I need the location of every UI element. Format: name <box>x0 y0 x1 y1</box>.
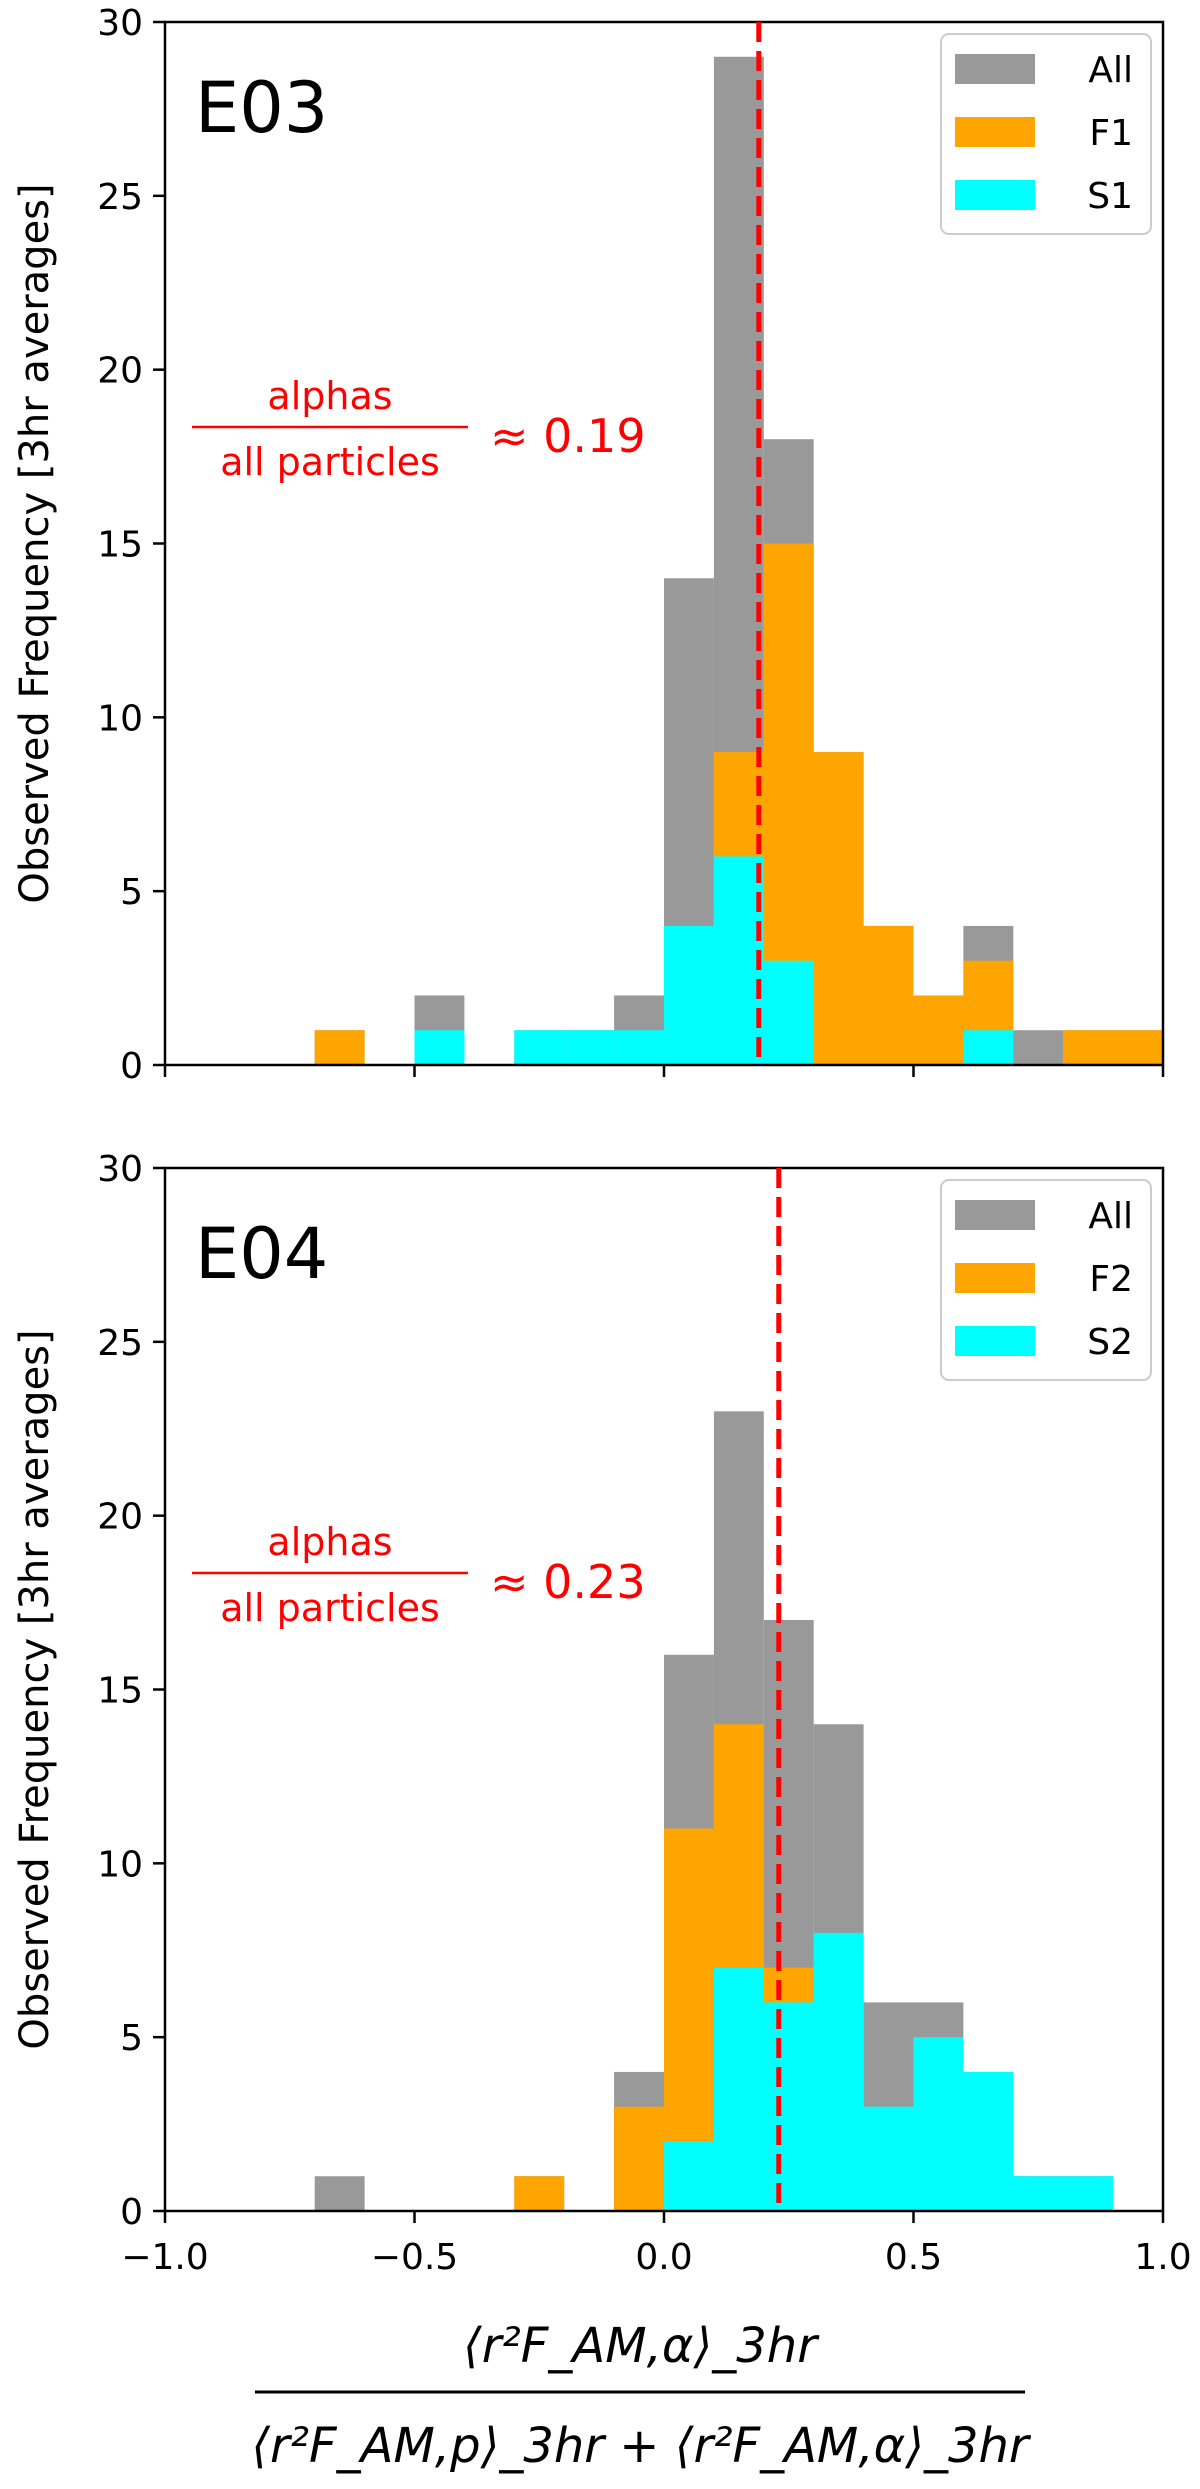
bar-s2-3 <box>664 2141 714 2211</box>
y-tick-label: 25 <box>97 1323 143 1364</box>
series-s1 <box>414 856 1014 1065</box>
x-axis-label-numerator: ⟨r²F_AM,α⟩_3hr <box>463 2318 820 2374</box>
y-tick-label: 30 <box>97 3 143 44</box>
legend-label-all: All <box>1088 1196 1133 1237</box>
bar-s1-1 <box>414 1030 465 1065</box>
x-tick-label: −1.0 <box>121 2237 208 2278</box>
bar-f2-1 <box>514 2176 565 2211</box>
legend-label-s1: S1 <box>1087 176 1133 217</box>
bar-s2-9 <box>963 2071 1014 2211</box>
y-tick-label: 15 <box>97 525 143 566</box>
y-tick-label: 0 <box>120 1046 143 1087</box>
annotation-denominator: all particles <box>220 440 440 484</box>
bar-all-12 <box>1013 1030 1064 1065</box>
annotation-denominator: all particles <box>220 1586 440 1630</box>
y-tick-label: 5 <box>120 2018 143 2059</box>
x-axis-label-denominator: ⟨r²F_AM,p⟩_3hr + ⟨r²F_AM,α⟩_3hr <box>251 2418 1032 2474</box>
bar-s1-2 <box>514 1030 565 1065</box>
bar-f1-0 <box>314 1030 365 1065</box>
y-tick-label: 15 <box>97 1671 143 1712</box>
ratio-annotation: alphas all particles ≈ 0.23 <box>192 1520 646 1630</box>
legend-swatch-f2 <box>955 1263 1035 1293</box>
panel-label: E04 <box>195 1213 328 1295</box>
annotation-numerator: alphas <box>267 1520 392 1564</box>
bar-f1-13 <box>1063 1030 1114 1065</box>
bar-s2-10 <box>1013 2176 1064 2211</box>
bar-f1-10 <box>913 995 964 1065</box>
bar-s2-7 <box>863 2106 914 2211</box>
panel-e03: 0 5 10 15 20 25 30 Observed Frequency [3hr aver… <box>12 3 1165 1087</box>
legend-swatch-f1 <box>955 117 1035 147</box>
bar-s1-11 <box>963 1030 1014 1065</box>
x-tick-label: −0.5 <box>371 2237 458 2278</box>
bar-s2-8 <box>913 2037 964 2211</box>
bar-all-0 <box>314 2176 365 2211</box>
bar-f2-2 <box>614 2106 664 2211</box>
panel-e04: 0 5 10 15 20 25 30 −1.0 −0.5 0.0 0.5 1.0 Observed Fr… <box>12 1149 1192 2278</box>
y-axis-label: Observed Frequency [3hr averages] <box>12 183 58 903</box>
y-tick-label: 5 <box>120 872 143 913</box>
annotation-value: ≈ 0.19 <box>490 409 646 463</box>
legend-swatch-s2 <box>955 1326 1035 1356</box>
bar-f1-9 <box>863 925 914 1065</box>
x-tick-label: 1.0 <box>1134 2237 1191 2278</box>
bar-s1-3 <box>564 1030 615 1065</box>
y-tick-label: 30 <box>97 1149 143 1190</box>
legend-swatch-s1 <box>955 180 1035 210</box>
bar-s2-4 <box>713 1967 764 2211</box>
y-tick-label: 0 <box>120 2192 143 2233</box>
bar-s2-11 <box>1063 2176 1114 2211</box>
y-tick-label: 20 <box>97 1497 143 1538</box>
legend: All F2 S2 <box>940 1179 1152 1381</box>
legend-label-f2: F2 <box>1089 1259 1133 1300</box>
y-tick-label: 25 <box>97 177 143 218</box>
bar-s1-6 <box>713 856 764 1065</box>
x-axis-label: ⟨r²F_AM,α⟩_3hr ⟨r²F_AM,p⟩_3hr + ⟨r²F_AM,… <box>251 2318 1032 2474</box>
bar-s2-6 <box>813 1932 864 2211</box>
y-tick-label: 10 <box>97 1844 143 1885</box>
y-tick-label: 10 <box>97 698 143 739</box>
y-tick-label: 20 <box>97 351 143 392</box>
legend-label-all: All <box>1088 50 1133 91</box>
bar-f1-8 <box>813 752 864 1065</box>
bar-s1-4 <box>614 1030 664 1065</box>
annotation-value: ≈ 0.23 <box>490 1555 646 1609</box>
x-tick-label: 0.0 <box>635 2237 692 2278</box>
legend-label-s2: S2 <box>1087 1322 1133 1363</box>
legend-label-f1: F1 <box>1089 113 1133 154</box>
bar-s1-7 <box>763 960 814 1065</box>
panel-label: E03 <box>195 67 328 149</box>
bar-f1-14 <box>1113 1030 1163 1065</box>
legend-swatch-all <box>955 54 1035 84</box>
series-s2 <box>664 1932 1114 2211</box>
annotation-numerator: alphas <box>267 374 392 418</box>
bar-s2-5 <box>763 2002 814 2211</box>
ratio-annotation: alphas all particles ≈ 0.19 <box>192 374 646 484</box>
legend-swatch-all <box>955 1200 1035 1230</box>
legend: All F1 S1 <box>940 33 1152 235</box>
x-tick-label: 0.5 <box>885 2237 942 2278</box>
y-axis-label: Observed Frequency [3hr averages] <box>12 1329 58 2049</box>
bar-s1-5 <box>664 925 714 1065</box>
